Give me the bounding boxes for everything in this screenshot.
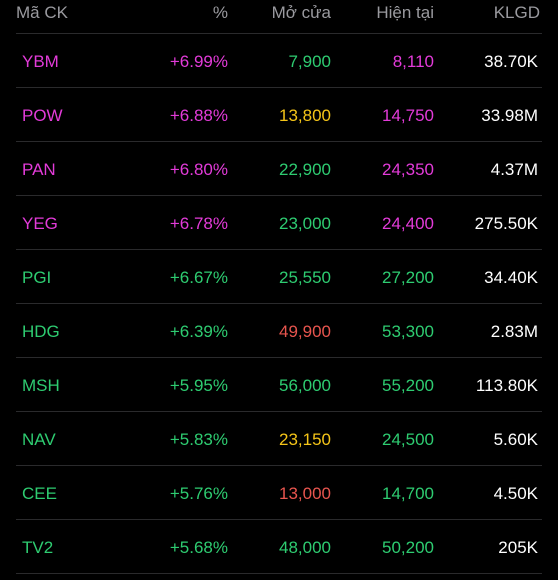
table-row[interactable]: PGI +6.67% 25,550 27,200 34.40K — [16, 250, 542, 304]
current-price: 14,750 — [382, 105, 434, 125]
table-row[interactable]: NAV +5.83% 23,150 24,500 5.60K — [16, 412, 542, 466]
header-current[interactable]: Hiện tại — [376, 3, 434, 22]
open-price: 22,900 — [279, 159, 331, 179]
stock-symbol: TV2 — [22, 537, 54, 557]
stock-table: Mã CK % Mở cửa Hiện tại KLGD YBM +6.99% 7,… — [16, 0, 542, 574]
table-body: YBM +6.99% 7,900 8,110 38.70K POW +6.88% 13,800… — [16, 34, 542, 574]
stock-symbol: YEG — [22, 213, 58, 233]
open-price: 7,900 — [288, 51, 331, 71]
current-price: 24,350 — [382, 159, 434, 179]
header-volume[interactable]: KLGD — [493, 3, 540, 22]
trading-volume: 2.83M — [490, 321, 538, 341]
trading-volume: 275.50K — [474, 213, 538, 233]
header-symbol[interactable]: Mã CK — [16, 3, 68, 22]
open-price: 25,550 — [279, 267, 331, 287]
current-price: 14,700 — [382, 483, 434, 503]
trading-volume: 5.60K — [493, 429, 538, 449]
percent-change: +5.76% — [169, 483, 228, 503]
percent-change: +6.78% — [169, 213, 228, 233]
table-row[interactable]: POW +6.88% 13,800 14,750 33.98M — [16, 88, 542, 142]
percent-change: +6.39% — [169, 321, 228, 341]
open-price: 49,900 — [279, 321, 331, 341]
open-price: 23,000 — [279, 213, 331, 233]
current-price: 8,110 — [392, 51, 434, 71]
current-price: 24,400 — [382, 213, 434, 233]
current-price: 50,200 — [382, 537, 434, 557]
trading-volume: 34.40K — [484, 267, 538, 287]
percent-change: +5.83% — [169, 429, 228, 449]
open-price: 13,800 — [279, 105, 331, 125]
current-price: 53,300 — [382, 321, 434, 341]
trading-volume: 4.37M — [490, 159, 538, 179]
percent-change: +6.99% — [169, 51, 228, 71]
stock-symbol: HDG — [22, 321, 60, 341]
open-price: 48,000 — [279, 537, 331, 557]
table-row[interactable]: MSH +5.95% 56,000 55,200 113.80K — [16, 358, 542, 412]
table-row[interactable]: TV2 +5.68% 48,000 50,200 205K — [16, 520, 542, 574]
header-open[interactable]: Mở cửa — [271, 3, 331, 22]
open-price: 56,000 — [279, 375, 331, 395]
percent-change: +6.67% — [169, 267, 228, 287]
stock-symbol: NAV — [22, 429, 56, 449]
percent-change: +5.68% — [169, 537, 228, 557]
current-price: 55,200 — [382, 375, 434, 395]
percent-change: +6.88% — [169, 105, 228, 125]
open-price: 23,150 — [279, 429, 331, 449]
current-price: 27,200 — [382, 267, 434, 287]
table-row[interactable]: YEG +6.78% 23,000 24,400 275.50K — [16, 196, 542, 250]
stock-symbol: CEE — [22, 483, 57, 503]
percent-change: +6.80% — [169, 159, 228, 179]
table-row[interactable]: PAN +6.80% 22,900 24,350 4.37M — [16, 142, 542, 196]
percent-change: +5.95% — [169, 375, 228, 395]
stock-symbol: PAN — [22, 159, 56, 179]
stock-symbol: PGI — [22, 267, 52, 287]
trading-volume: 38.70K — [484, 51, 538, 71]
trading-volume: 4.50K — [493, 483, 538, 503]
trading-volume: 33.98M — [481, 105, 538, 125]
table-row[interactable]: HDG +6.39% 49,900 53,300 2.83M — [16, 304, 542, 358]
stock-symbol: POW — [22, 105, 63, 125]
header-percent[interactable]: % — [212, 3, 228, 22]
trading-volume: 205K — [498, 537, 538, 557]
trading-volume: 113.80K — [475, 375, 538, 395]
table-row[interactable]: YBM +6.99% 7,900 8,110 38.70K — [16, 34, 542, 88]
table-row[interactable]: CEE +5.76% 13,000 14,700 4.50K — [16, 466, 542, 520]
current-price: 24,500 — [382, 429, 434, 449]
stock-symbol: YBM — [22, 51, 59, 71]
stock-symbol: MSH — [22, 375, 60, 395]
open-price: 13,000 — [279, 483, 331, 503]
table-header: Mã CK % Mở cửa Hiện tại KLGD — [16, 0, 542, 34]
